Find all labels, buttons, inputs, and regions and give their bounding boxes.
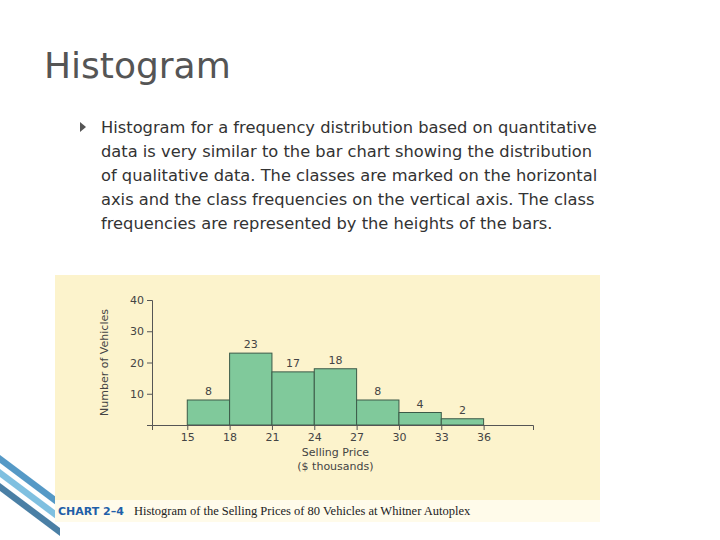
body-text: data is very similar to the bar chart sh… xyxy=(101,142,592,161)
histogram-bar xyxy=(441,419,483,425)
y-tick-label: 30 xyxy=(130,325,144,338)
x-tick: 36 xyxy=(477,425,491,444)
y-tick-label: 20 xyxy=(130,357,144,370)
x-tick: 24 xyxy=(308,425,322,444)
y-tick-mark xyxy=(147,331,152,332)
bullet xyxy=(80,122,86,132)
x-tick-label: 21 xyxy=(265,431,279,444)
caption-band xyxy=(55,500,600,522)
x-axis: 15 18 21 24 27 30 33 36 xyxy=(153,425,534,444)
y-tick-label: 40 xyxy=(130,294,144,307)
decoration-stripe xyxy=(0,483,60,536)
y-axis-label: Number of Vehicles xyxy=(98,309,111,416)
y-tick: 40 xyxy=(130,294,152,307)
body-text: frequencies are represented by the heigh… xyxy=(101,214,553,233)
x-tick: 33 xyxy=(435,425,449,444)
chart: 8 23 17 18 8 4 2 15 18 21 24 27 30 33 36 10 20 30 40 Number… xyxy=(55,275,600,522)
bars xyxy=(187,353,483,425)
data-label: 23 xyxy=(244,338,258,351)
x-tick: 18 xyxy=(223,425,237,444)
x-tick-label: 36 xyxy=(477,431,491,444)
x-tick-mark xyxy=(484,425,485,430)
slide-title: Histogram xyxy=(44,45,231,86)
x-tick: 15 xyxy=(181,425,195,444)
x-tick-mark xyxy=(357,425,358,430)
histogram-bar xyxy=(314,369,356,425)
chart-background xyxy=(55,275,600,522)
x-axis-line xyxy=(153,426,534,431)
y-tick-label: 10 xyxy=(130,388,144,401)
x-tick-label: 27 xyxy=(350,431,364,444)
body-text: axis and the class frequencies on the ve… xyxy=(101,190,594,209)
x-axis-label: Selling Price xyxy=(302,446,369,459)
x-tick-mark xyxy=(187,425,188,430)
histogram-bar xyxy=(272,372,314,425)
histogram-bar xyxy=(357,400,399,425)
x-tick-label: 15 xyxy=(181,431,195,444)
x-tick: 30 xyxy=(392,425,406,444)
data-label: 8 xyxy=(205,385,212,398)
x-tick-label: 18 xyxy=(223,431,237,444)
data-label: 2 xyxy=(459,404,466,417)
y-tick-mark xyxy=(147,394,152,395)
data-label: 18 xyxy=(328,354,342,367)
data-label: 4 xyxy=(417,398,424,411)
body-text: Histogram for a frequency distribution b… xyxy=(101,118,597,137)
data-label: 8 xyxy=(374,385,381,398)
y-tick-mark xyxy=(147,363,152,364)
histogram-bar xyxy=(187,400,229,425)
chart-title: Histogram of the Selling Prices of 80 Ve… xyxy=(134,504,471,518)
body-text: of qualitative data. The classes are mar… xyxy=(101,166,597,185)
y-axis-line xyxy=(147,301,153,426)
y-tick: 30 xyxy=(130,325,152,338)
x-tick-mark xyxy=(314,425,315,430)
x-tick-mark xyxy=(399,425,400,430)
histogram-bar xyxy=(230,353,272,425)
y-tick: 20 xyxy=(130,357,152,370)
x-axis-label: ($ thousands) xyxy=(297,460,373,473)
y-tick-mark xyxy=(147,300,152,301)
y-tick: 10 xyxy=(130,388,152,401)
x-tick-mark xyxy=(272,425,273,430)
x-tick-label: 30 xyxy=(392,431,406,444)
slide: Histogram Histogram for a frequency distr… xyxy=(0,0,720,540)
x-tick-mark xyxy=(230,425,231,430)
y-axis: 10 20 30 40 xyxy=(130,294,153,425)
data-label: 17 xyxy=(286,357,300,370)
data-labels: 8 23 17 18 8 4 2 xyxy=(205,338,466,417)
x-tick-label: 33 xyxy=(435,431,449,444)
decoration xyxy=(0,455,60,536)
x-tick: 27 xyxy=(350,425,364,444)
chart-number: CHART 2–4 xyxy=(58,505,124,518)
x-tick-mark xyxy=(441,425,442,430)
x-tick: 21 xyxy=(265,425,279,444)
x-tick-label: 24 xyxy=(308,431,322,444)
histogram-bar xyxy=(399,413,441,426)
